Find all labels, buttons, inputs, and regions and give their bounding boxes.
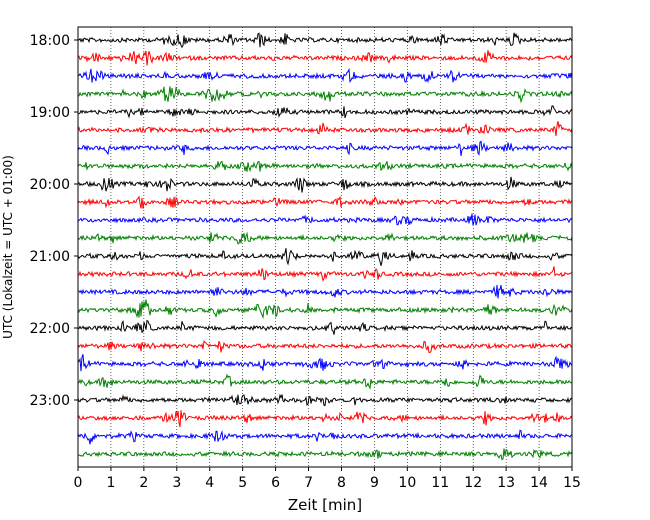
trace-line — [77, 231, 573, 245]
x-tick-label: 7 — [304, 475, 313, 491]
trace-line — [77, 67, 573, 84]
x-tick-label: 4 — [205, 475, 214, 491]
trace-line — [77, 448, 573, 461]
trace-line — [77, 340, 573, 354]
x-tick-label: 9 — [370, 475, 379, 491]
trace-line — [77, 319, 573, 335]
x-tick-label: 1 — [106, 475, 115, 491]
y-axis-ticks: 18:00 19:00 20:00 21:00 22:00 23:00 — [30, 33, 78, 409]
trace-line — [77, 213, 573, 226]
y-axis-label: UTC (Lokalzeit = UTC + 01:00) — [1, 155, 15, 339]
x-tick-label: 11 — [431, 475, 449, 491]
x-tick-label: 8 — [337, 475, 346, 491]
trace-line — [77, 429, 573, 445]
x-tick-label: 6 — [271, 475, 280, 491]
trace-line — [77, 121, 573, 137]
x-tick-label: 13 — [497, 475, 515, 491]
trace-line — [77, 32, 573, 49]
x-axis-ticks: 0 1 2 3 4 5 6 7 8 9 10 11 12 13 14 15 — [74, 467, 581, 491]
x-tick-label: 12 — [464, 475, 482, 491]
y-tick-label: 18:00 — [30, 33, 70, 49]
trace-line — [77, 140, 573, 156]
x-tick-label: 14 — [530, 475, 548, 491]
x-axis-label: Zeit [min] — [288, 496, 362, 514]
trace-line — [77, 266, 573, 282]
trace-line — [77, 160, 573, 173]
trace-line — [77, 284, 573, 299]
trace-line — [77, 105, 573, 119]
vertical-grid — [110, 27, 540, 467]
trace-line — [77, 299, 573, 320]
trace-line — [77, 354, 573, 372]
trace-group — [77, 32, 573, 461]
y-tick-label: 20:00 — [30, 177, 70, 193]
trace-line — [77, 410, 573, 427]
x-tick-label: 5 — [238, 475, 247, 491]
y-tick-label: 21:00 — [30, 249, 70, 265]
trace-line — [77, 86, 573, 104]
x-tick-label: 15 — [563, 475, 581, 491]
plot-frame — [77, 26, 573, 468]
x-tick-label: 2 — [139, 475, 148, 491]
y-tick-label: 22:00 — [30, 321, 70, 337]
trace-line — [77, 248, 573, 266]
x-tick-label: 0 — [74, 475, 83, 491]
trace-line — [77, 393, 573, 407]
trace-line — [77, 50, 573, 66]
x-tick-label: 10 — [398, 475, 416, 491]
x-tick-label: 3 — [172, 475, 181, 491]
y-tick-label: 19:00 — [30, 105, 70, 121]
trace-line — [77, 373, 573, 390]
y-tick-label: 23:00 — [30, 393, 70, 409]
trace-line — [77, 176, 573, 193]
trace-line — [77, 195, 573, 209]
